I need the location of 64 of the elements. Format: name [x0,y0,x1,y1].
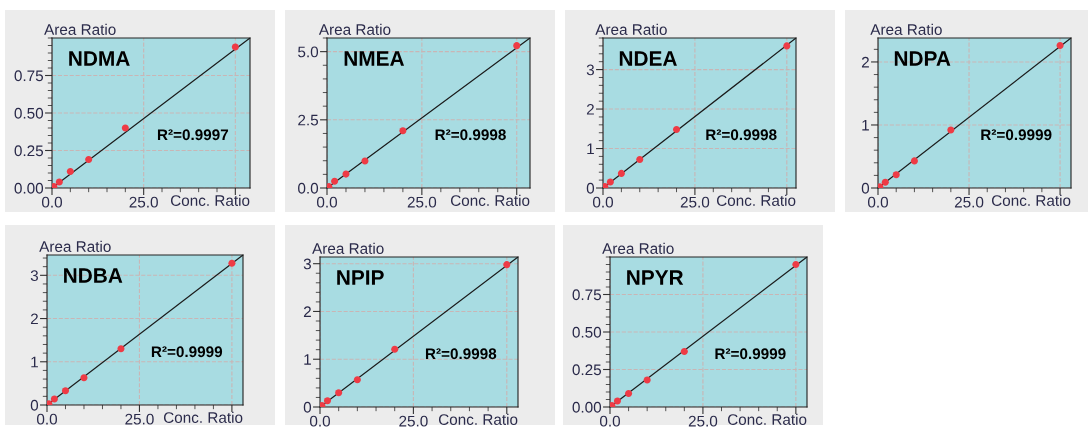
chart-title: NMEA [344,51,405,66]
annotation: R²=0.9998 [435,129,506,141]
annotation: R²=0.9999 [981,129,1052,141]
y-tick-label: 1 [304,354,311,365]
x-axis-title: Conc. Ratio [450,194,530,206]
annotation: R²=0.9998 [425,348,497,360]
x-axis-title: Conc. Ratio [438,413,518,425]
y-axis-title: Area Ratio [39,240,111,252]
y-tick-label: 2 [586,103,594,115]
y-axis-title: Area Ratio [44,23,116,35]
y-tick-label: 1 [31,356,38,368]
y-tick-label: 0.0 [298,182,319,194]
x-tick-label: 25.0 [407,196,437,208]
y-tick-label: 0.50 [572,326,602,338]
y-tick-label: 0 [861,182,870,194]
y-axis-title: Area Ratio [870,23,942,35]
y-tick-label: 0.00 [14,182,44,194]
x-axis-title: Conc. Ratio [716,194,796,206]
y-tick-label: 0.00 [572,401,602,413]
y-tick-label: 2 [861,56,869,68]
x-axis-title: Conc. Ratio [727,413,807,425]
y-tick-label: 3 [30,270,38,281]
chart-title: NPYR [627,270,684,285]
x-axis-title: Conc. Ratio [991,194,1071,206]
y-tick-label: 2 [30,313,38,325]
x-tick-label: 0.0 [316,196,338,208]
x-tick-label: 25.0 [399,415,428,427]
x-tick-label: 25.0 [129,196,158,208]
y-tick-label: 0.25 [14,145,44,157]
chart-title: NPIP [337,270,384,285]
y-axis-title: Area Ratio [312,242,384,254]
chart-title: NDBA [64,268,123,283]
y-tick-label: 0 [30,399,39,411]
y-tick-label: 1 [862,120,869,131]
y-axis-title: Area Ratio [595,23,667,35]
annotation: R²=0.9999 [151,346,223,358]
y-tick-label: 3 [303,258,311,270]
chart-title: NDEA [619,51,677,66]
annotation: R²=0.9999 [715,348,786,360]
y-tick-label: 0 [303,401,312,413]
y-axis-title: Area Ratio [602,242,674,254]
x-tick-label: 25.0 [125,413,154,425]
y-tick-label: 1 [587,143,594,155]
y-tick-label: 0 [586,182,595,194]
x-tick-label: 25.0 [680,196,710,208]
chart-title: NDPA [894,51,951,66]
y-tick-label: 2.5 [298,114,319,126]
y-axis-title: Area Ratio [318,23,391,35]
x-tick-label: 0.0 [41,196,63,208]
y-tick-label: 2 [303,306,311,317]
y-tick-label: 0.75 [572,289,602,301]
y-tick-label: 5.0 [298,46,319,58]
x-axis-title: Conc. Ratio [163,411,243,423]
annotation: R²=0.9998 [706,129,777,141]
y-tick-label: 0.75 [14,70,44,82]
y-tick-label: 3 [586,64,594,76]
chart-title: NDMA [69,51,130,66]
x-tick-label: 25.0 [688,415,718,427]
x-tick-label: 0.0 [599,415,621,427]
x-tick-label: 25.0 [954,196,984,208]
y-tick-label: 0.50 [14,107,44,119]
x-axis-title: Conc. Ratio [170,194,250,206]
annotation: R²=0.9997 [157,129,229,141]
y-tick-label: 0.25 [572,364,602,376]
